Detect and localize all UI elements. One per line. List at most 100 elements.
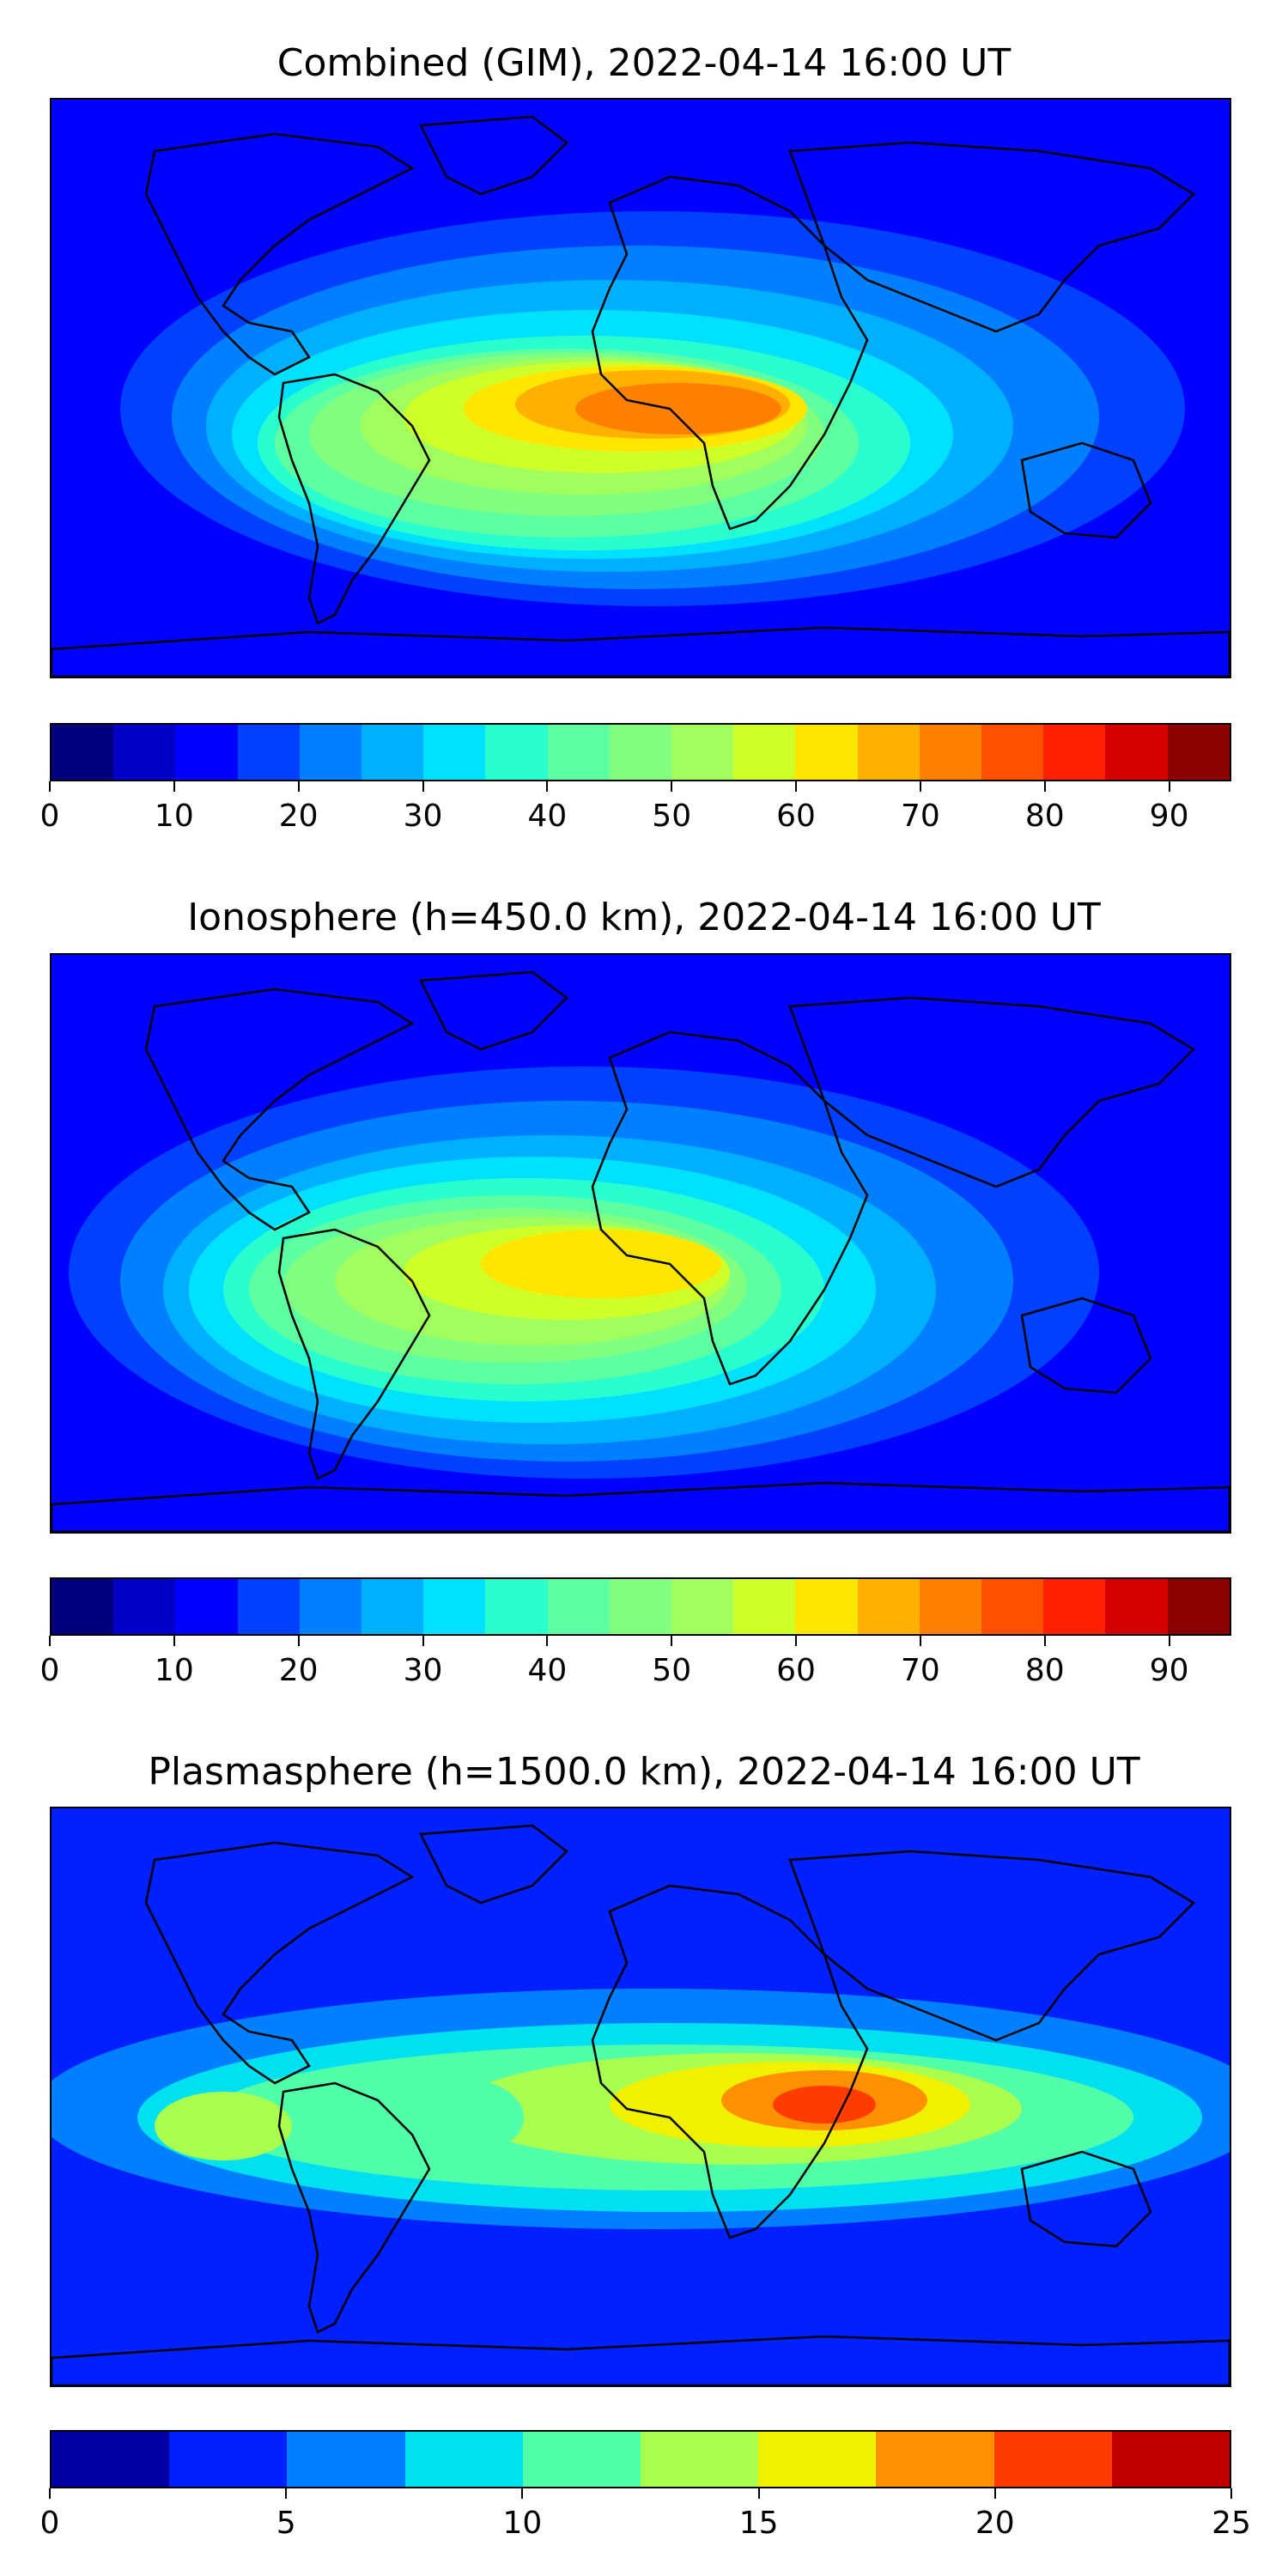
colorbar-tick-mark bbox=[795, 781, 798, 792]
colorbar-tick-mark bbox=[1168, 781, 1170, 792]
colorbar-segment bbox=[609, 725, 672, 780]
colorbar-tick-mark bbox=[285, 2488, 288, 2499]
coastline bbox=[52, 1481, 1230, 1532]
colorbar-tick-mark bbox=[671, 1636, 673, 1646]
colorbar-tick-label: 90 bbox=[1149, 1653, 1189, 1688]
colorbar-tick-mark bbox=[49, 1636, 51, 1646]
coastline bbox=[52, 2335, 1230, 2385]
colorbar-segment bbox=[641, 2432, 759, 2487]
colorbar-tick-label: 0 bbox=[39, 2506, 60, 2541]
colorbar-segment bbox=[547, 1579, 610, 1634]
coastline bbox=[788, 1850, 1196, 2042]
colorbar-tick-mark bbox=[671, 781, 673, 792]
panel-2-colorbar bbox=[50, 1577, 1231, 1636]
contour-region bbox=[155, 2092, 292, 2160]
colorbar-tick-mark bbox=[1230, 2488, 1232, 2499]
coastlines bbox=[52, 1824, 1230, 2385]
panel-3-colorbar-ticks: 0 5 10 15 20 25 bbox=[40, 2488, 1251, 2541]
colorbar-segment bbox=[919, 725, 982, 780]
colorbar-tick-mark bbox=[546, 1636, 549, 1646]
colorbar-tick-label: 70 bbox=[900, 1653, 940, 1688]
colorbar-tick-label: 40 bbox=[527, 799, 568, 834]
colorbar-segment bbox=[1167, 725, 1230, 780]
colorbar-segment bbox=[52, 725, 114, 780]
colorbar-segment bbox=[1167, 1579, 1230, 1634]
coastline bbox=[788, 141, 1196, 333]
panel-1-title: Combined (GIM), 2022-04-14 16:00 UT bbox=[276, 41, 1012, 85]
colorbar-tick-label: 80 bbox=[1024, 1653, 1065, 1688]
colorbar-segment bbox=[981, 725, 1044, 780]
colorbar-segment bbox=[237, 1579, 300, 1634]
colorbar-segment bbox=[299, 725, 362, 780]
colorbar-segment bbox=[1105, 1579, 1168, 1634]
coastline bbox=[591, 1030, 869, 1386]
colorbar-segment bbox=[237, 725, 300, 780]
colorbar-tick-mark bbox=[49, 781, 51, 792]
colorbar-segment bbox=[423, 725, 486, 780]
panel-2-colorbar-ticks: 0 10 20 30 40 50 60 70 80 90 bbox=[40, 1636, 1231, 1688]
colorbar-segment bbox=[795, 725, 858, 780]
colorbar-segment bbox=[361, 725, 424, 780]
colorbar-segment bbox=[1105, 725, 1168, 780]
colorbar-tick-label: 10 bbox=[154, 799, 194, 834]
colorbar-segment bbox=[522, 2432, 641, 2487]
colorbar-tick-mark bbox=[919, 1636, 921, 1646]
coastline bbox=[1020, 1297, 1152, 1394]
colorbar-segment bbox=[113, 1579, 176, 1634]
colorbar-segment bbox=[733, 725, 796, 780]
colorbar-tick-mark bbox=[1168, 1636, 1170, 1646]
heatmap-contours bbox=[52, 1989, 1230, 2229]
coastline bbox=[788, 996, 1196, 1188]
coastlines bbox=[52, 970, 1230, 1532]
colorbar-segment bbox=[404, 2432, 523, 2487]
coastline bbox=[277, 2081, 431, 2334]
colorbar-segment bbox=[175, 725, 238, 780]
colorbar-segment bbox=[113, 725, 176, 780]
colorbar-segment bbox=[1043, 725, 1106, 780]
panel-1-colorbar bbox=[50, 723, 1231, 781]
colorbar-segment bbox=[175, 1579, 238, 1634]
panel-2-map bbox=[50, 953, 1231, 1534]
colorbar-tick-mark bbox=[993, 2488, 996, 2499]
coastline bbox=[277, 1228, 431, 1480]
coastline bbox=[144, 1841, 415, 2085]
colorbar-segment bbox=[52, 2432, 170, 2487]
panel-1-heatmap-svg bbox=[52, 100, 1230, 677]
colorbar-segment bbox=[423, 1579, 486, 1634]
colorbar-tick-label: 60 bbox=[776, 1653, 816, 1688]
coastline bbox=[419, 970, 568, 1051]
colorbar-segment bbox=[547, 725, 610, 780]
colorbar-segment bbox=[485, 725, 548, 780]
colorbar-tick-label: 10 bbox=[502, 2506, 543, 2541]
colorbar-segment bbox=[609, 1579, 672, 1634]
colorbar-tick-mark bbox=[521, 2488, 524, 2499]
colorbar-tick-label: 25 bbox=[1212, 2506, 1251, 2541]
colorbar-segment bbox=[1043, 1579, 1106, 1634]
colorbar-tick-label: 20 bbox=[975, 2506, 1015, 2541]
coastline bbox=[1020, 441, 1152, 539]
colorbar-tick-mark bbox=[49, 2488, 51, 2499]
colorbar-tick-label: 70 bbox=[900, 799, 940, 834]
heatmap-contours bbox=[69, 1066, 1099, 1479]
colorbar-tick-label: 20 bbox=[278, 1653, 319, 1688]
colorbar-segment bbox=[299, 1579, 362, 1634]
colorbar-tick-label: 50 bbox=[652, 1653, 692, 1688]
coastline bbox=[144, 132, 415, 376]
colorbar-segment bbox=[169, 2432, 288, 2487]
coastline bbox=[144, 987, 415, 1231]
colorbar-segment bbox=[795, 1579, 858, 1634]
coastline bbox=[1020, 2150, 1152, 2248]
coastlines bbox=[52, 115, 1230, 677]
colorbar-tick-mark bbox=[422, 1636, 424, 1646]
colorbar-tick-label: 10 bbox=[154, 1653, 194, 1688]
colorbar-segment bbox=[981, 1579, 1044, 1634]
colorbar-tick-mark bbox=[1043, 781, 1046, 792]
colorbar-tick-label: 0 bbox=[39, 1653, 60, 1688]
colorbar-segment bbox=[733, 1579, 796, 1634]
colorbar-segment bbox=[485, 1579, 548, 1634]
panel-3-title: Plasmasphere (h=1500.0 km), 2022-04-14 1… bbox=[148, 1750, 1140, 1794]
panel-1-colorbar-ticks: 0 10 20 30 40 50 60 70 80 90 bbox=[40, 781, 1231, 834]
coastline bbox=[591, 1884, 869, 2239]
colorbar-segment bbox=[919, 1579, 982, 1634]
coastline bbox=[52, 626, 1230, 677]
